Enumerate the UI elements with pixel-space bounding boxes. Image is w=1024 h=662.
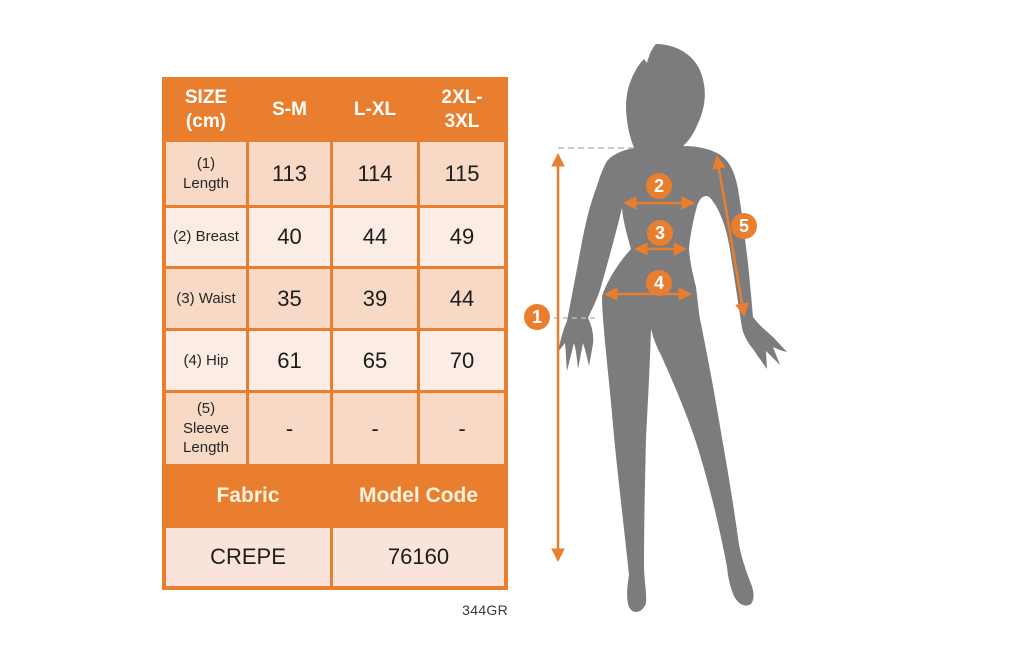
model-code-header: Model Code (333, 467, 504, 525)
breast-lxl: 44 (333, 208, 417, 266)
sleeve-sm: - (249, 393, 330, 464)
length-lxl: 114 (333, 142, 417, 205)
measurement-figure: 1 2 3 4 5 (505, 12, 815, 644)
fabric-header: Fabric (166, 467, 330, 525)
size-unit-header: SIZE (cm) (166, 81, 246, 139)
measure-marker-2: 2 (646, 173, 672, 199)
marker-5-label: 5 (739, 216, 749, 236)
sleeve-2xl3xl: - (420, 393, 504, 464)
waist-2xl3xl: 44 (420, 269, 504, 328)
measure-marker-5: 5 (731, 213, 757, 239)
waist-sm: 35 (249, 269, 330, 328)
waist-lxl: 39 (333, 269, 417, 328)
sleeve-lxl: - (333, 393, 417, 464)
size-header-2xl3xl: 2XL- 3XL (420, 81, 504, 139)
size-chart-table: SIZE (cm) S-M L-XL 2XL- 3XL (1) Length 1… (162, 77, 508, 590)
figure-svg: 1 2 3 4 5 (524, 44, 787, 612)
row-label-hip: (4) Hip (166, 331, 246, 390)
marker-4-label: 4 (654, 273, 664, 293)
model-code-value: 76160 (333, 528, 504, 586)
hip-sm: 61 (249, 331, 330, 390)
row-label-breast: (2) Breast (166, 208, 246, 266)
length-2xl3xl: 115 (420, 142, 504, 205)
measure-marker-4: 4 (646, 270, 672, 296)
breast-2xl3xl: 49 (420, 208, 504, 266)
product-code-footnote: 344GR (462, 602, 508, 618)
length-sm: 113 (249, 142, 330, 205)
marker-2-label: 2 (654, 176, 664, 196)
sleeve-arrow (712, 154, 749, 318)
hip-lxl: 65 (333, 331, 417, 390)
measure-marker-3: 3 (647, 220, 673, 246)
hip-2xl3xl: 70 (420, 331, 504, 390)
measure-marker-1: 1 (524, 304, 550, 330)
row-label-sleeve: (5) Sleeve Length (166, 393, 246, 464)
size-header-lxl: L-XL (333, 81, 417, 139)
fabric-value: CREPE (166, 528, 330, 586)
row-label-length: (1) Length (166, 142, 246, 205)
marker-3-label: 3 (655, 223, 665, 243)
breast-sm: 40 (249, 208, 330, 266)
woman-silhouette (558, 44, 787, 612)
row-label-waist: (3) Waist (166, 269, 246, 328)
marker-1-label: 1 (532, 307, 542, 327)
size-header-sm: S-M (249, 81, 330, 139)
